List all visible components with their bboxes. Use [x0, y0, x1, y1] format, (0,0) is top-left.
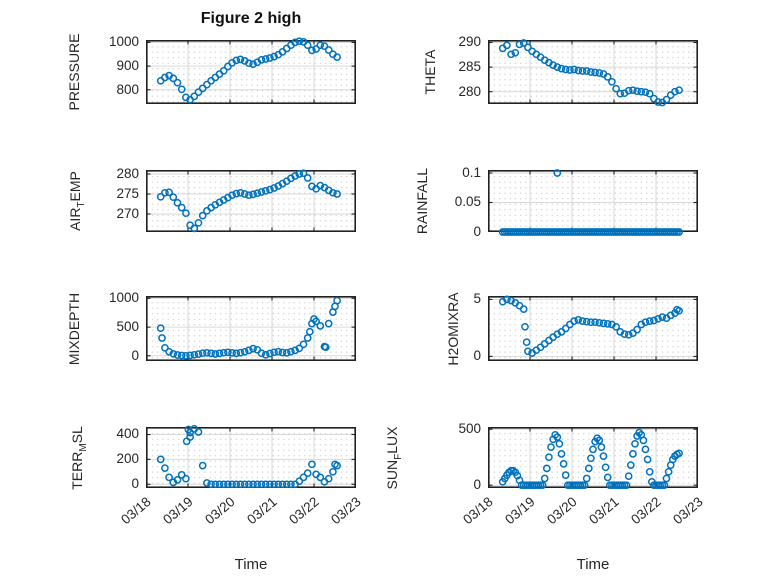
y-tick-label: 0	[131, 347, 139, 363]
y-tick-label: 400	[116, 426, 139, 442]
plot-area-air-temp	[146, 169, 356, 233]
y-tick-label: 500	[458, 421, 481, 437]
subplot-h2omixra: H2OMIXRA 0 5	[445, 291, 698, 365]
y-tick-label: 285	[458, 59, 481, 75]
figure-title: Figure 2 high	[200, 10, 302, 27]
plot-area-rainfall	[488, 169, 698, 236]
y-tick-label: 290	[458, 34, 481, 50]
ylabel-rainfall: RAINFALL	[414, 167, 430, 235]
x-axis-label-right: Time	[576, 556, 610, 573]
y-tick-label: 280	[458, 83, 481, 99]
y-tick-label: 500	[116, 319, 139, 335]
subplot-rainfall: RAINFALL 0 0.05 0.1	[414, 165, 698, 239]
y-tick-label: 270	[116, 206, 139, 221]
y-tick-label: 800	[116, 81, 139, 97]
plot-area-mixdepth	[146, 296, 356, 362]
y-tick-label: 0.1	[462, 164, 481, 180]
subplot-mixdepth: MIXDEPTH 0 500 1000	[66, 290, 356, 365]
subplot-terr-msl: TERRMSL 0 200 400	[69, 425, 356, 491]
y-tick-label: 1000	[108, 34, 139, 50]
subplot-theta: THETA 280 285 290	[422, 34, 698, 107]
subplot-air-temp: AIRTEMP 270 275 280	[67, 166, 356, 233]
ylabel-sun-flux: SUNFLUX	[384, 426, 404, 489]
ylabel-terr-msl: TERRMSL	[69, 425, 89, 490]
x-axis-label-left: Time	[234, 556, 268, 573]
y-tick-label: 0.05	[454, 194, 481, 210]
subplot-sun-flux: SUNFLUX 0 500	[384, 421, 698, 492]
y-tick-label: 200	[116, 451, 139, 467]
y-tick-label: 900	[116, 58, 139, 74]
plot-area-h2omixra	[488, 295, 698, 362]
y-tick-label: 0	[473, 224, 481, 239]
plot-area-theta	[488, 39, 698, 107]
y-tick-label: 5	[473, 291, 481, 307]
plot-area-terr-msl	[146, 425, 356, 489]
plot-area-sun-flux	[488, 427, 698, 490]
y-tick-label: 1000	[108, 290, 139, 306]
y-tick-label: 0	[473, 477, 481, 493]
y-tick-label: 0	[131, 476, 139, 492]
ylabel-h2omixra: H2OMIXRA	[445, 291, 461, 366]
y-tick-label: 0	[473, 348, 481, 364]
y-tick-label: 280	[116, 166, 139, 181]
y-tick-label: 275	[116, 186, 139, 201]
subplot-pressure: PRESSURE 800 900 1000	[66, 33, 356, 111]
plot-area-pressure	[146, 37, 356, 105]
